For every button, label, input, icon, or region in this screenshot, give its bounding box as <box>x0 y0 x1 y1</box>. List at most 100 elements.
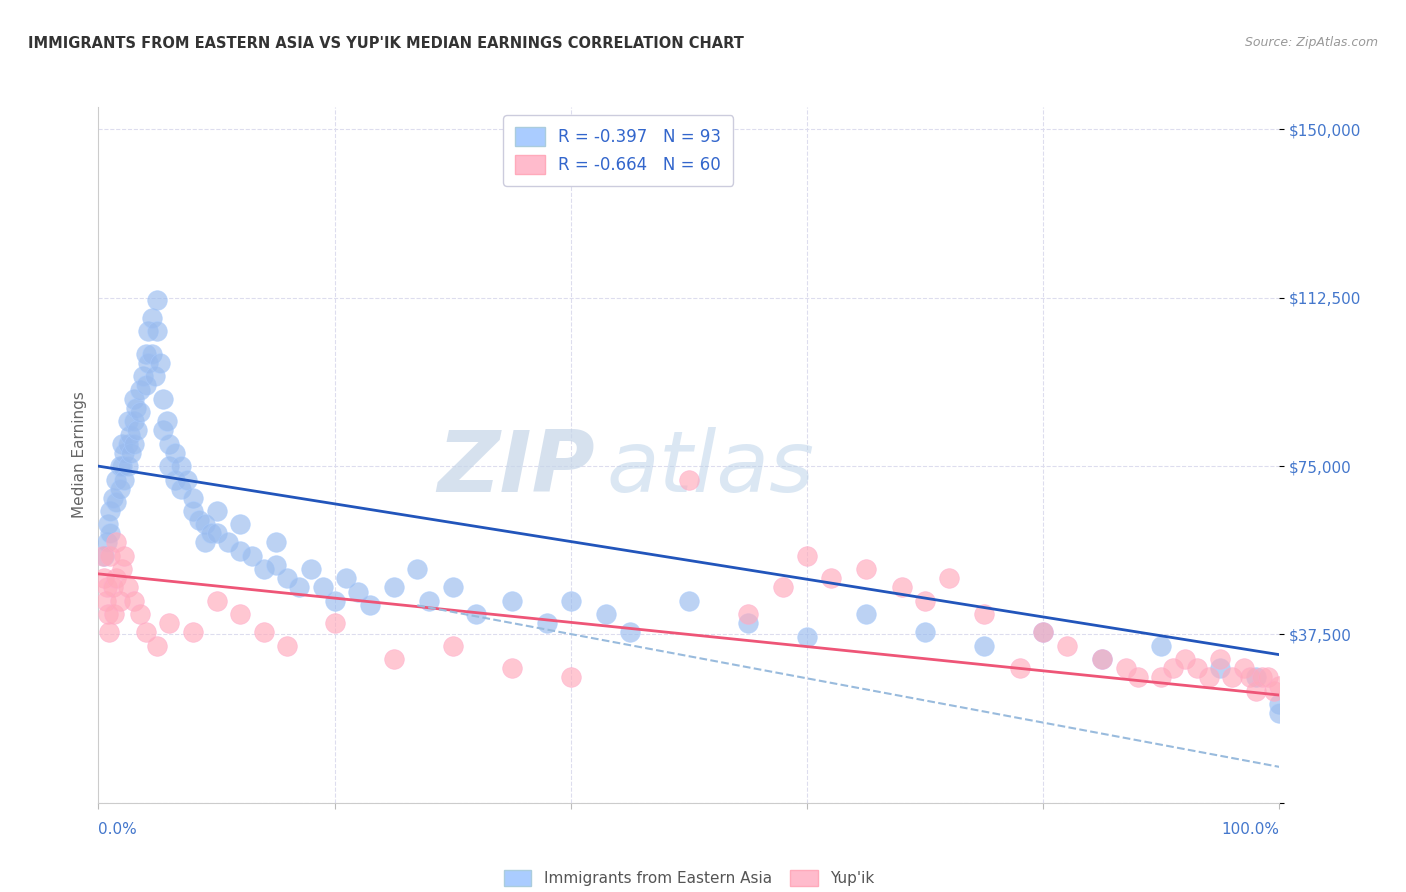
Point <box>97 517 120 532</box>
Point <box>141 347 163 361</box>
Point <box>1161 661 1184 675</box>
Point <box>441 580 464 594</box>
Point <box>111 436 134 450</box>
Point <box>146 639 169 653</box>
Point <box>1257 670 1279 684</box>
Point <box>217 535 239 549</box>
Point <box>117 459 139 474</box>
Text: ZIP: ZIP <box>437 427 595 510</box>
Point <box>312 580 335 594</box>
Point <box>128 405 150 419</box>
Point <box>146 325 169 339</box>
Point <box>98 526 121 541</box>
Point <box>141 311 163 326</box>
Point <box>1032 625 1054 640</box>
Point <box>418 594 440 608</box>
Point <box>101 580 124 594</box>
Point <box>1209 661 1232 675</box>
Point <box>205 504 228 518</box>
Point <box>1244 670 1267 684</box>
Point <box>1056 639 1078 653</box>
Point <box>91 549 114 563</box>
Point <box>111 562 134 576</box>
Point <box>136 325 159 339</box>
Point <box>240 549 263 563</box>
Point <box>112 473 135 487</box>
Point <box>152 423 174 437</box>
Point <box>135 378 157 392</box>
Point <box>347 584 370 599</box>
Point <box>1198 670 1220 684</box>
Point <box>1239 670 1261 684</box>
Point <box>181 625 204 640</box>
Point <box>103 607 125 622</box>
Point <box>359 599 381 613</box>
Point <box>1150 670 1173 684</box>
Point <box>170 459 193 474</box>
Point <box>156 414 179 428</box>
Point <box>93 549 115 563</box>
Point <box>619 625 641 640</box>
Point <box>264 558 287 572</box>
Point <box>737 607 759 622</box>
Point <box>122 436 145 450</box>
Point <box>1032 625 1054 640</box>
Point <box>108 482 131 496</box>
Point <box>181 491 204 505</box>
Point <box>101 491 124 505</box>
Point <box>194 535 217 549</box>
Point <box>1091 652 1114 666</box>
Point <box>1008 661 1031 675</box>
Point <box>796 549 818 563</box>
Point <box>1268 706 1291 720</box>
Point <box>93 571 115 585</box>
Point <box>200 526 222 541</box>
Point <box>152 392 174 406</box>
Point <box>1263 683 1285 698</box>
Point <box>157 459 180 474</box>
Point <box>276 571 298 585</box>
Point <box>136 356 159 370</box>
Point <box>276 639 298 653</box>
Point <box>97 607 120 622</box>
Point <box>323 616 346 631</box>
Point <box>229 517 252 532</box>
Text: 100.0%: 100.0% <box>1222 822 1279 837</box>
Point <box>205 526 228 541</box>
Point <box>914 594 936 608</box>
Point <box>157 436 180 450</box>
Point <box>105 495 128 509</box>
Point <box>855 607 877 622</box>
Point <box>820 571 842 585</box>
Point <box>157 616 180 631</box>
Point <box>132 369 155 384</box>
Point <box>128 607 150 622</box>
Point <box>253 625 276 640</box>
Point <box>382 580 405 594</box>
Point <box>560 670 582 684</box>
Point <box>1250 670 1272 684</box>
Point <box>176 473 198 487</box>
Point <box>194 517 217 532</box>
Point <box>117 436 139 450</box>
Point <box>170 482 193 496</box>
Point <box>1209 652 1232 666</box>
Text: IMMIGRANTS FROM EASTERN ASIA VS YUP'IK MEDIAN EARNINGS CORRELATION CHART: IMMIGRANTS FROM EASTERN ASIA VS YUP'IK M… <box>28 36 744 51</box>
Point <box>501 661 523 675</box>
Point <box>1150 639 1173 653</box>
Point <box>135 625 157 640</box>
Point <box>96 535 118 549</box>
Point <box>1268 679 1291 693</box>
Point <box>94 594 117 608</box>
Point <box>121 445 143 459</box>
Point <box>165 445 187 459</box>
Point <box>1220 670 1243 684</box>
Point <box>127 423 149 437</box>
Point <box>536 616 558 631</box>
Point <box>1185 661 1208 675</box>
Point <box>122 392 145 406</box>
Point <box>335 571 357 585</box>
Point <box>796 630 818 644</box>
Y-axis label: Median Earnings: Median Earnings <box>72 392 87 518</box>
Point <box>1244 683 1267 698</box>
